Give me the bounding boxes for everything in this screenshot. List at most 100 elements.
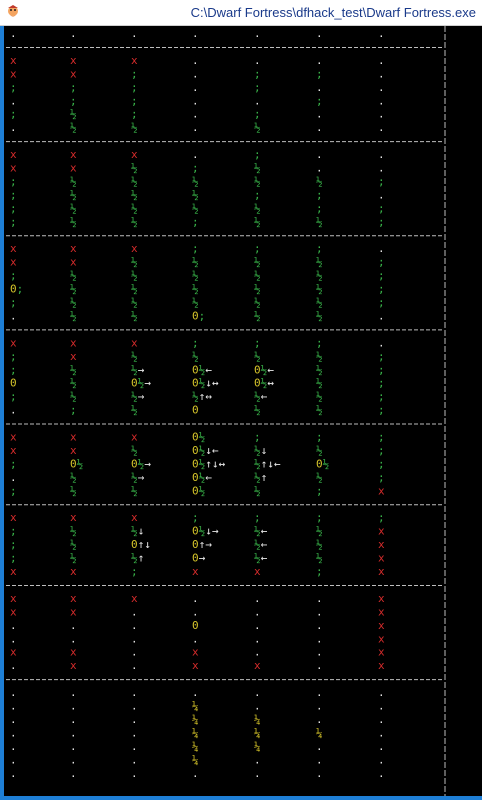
map-tile-glyph: .: [192, 67, 199, 80]
window-left-border: [0, 26, 4, 800]
map-tile-glyph: .: [10, 619, 17, 632]
map-tile-glyph: .: [378, 162, 385, 175]
map-tile-glyph: x: [70, 256, 77, 269]
map-tile-glyph: ;: [131, 81, 138, 94]
map-tile-glyph: ½: [70, 188, 77, 201]
map-tile-glyph: 0↑→: [192, 538, 212, 551]
map-tile-glyph: ½: [316, 269, 323, 282]
map-tile-glyph: ;: [10, 175, 17, 188]
title-bar[interactable]: C:\Dwarf Fortress\dfhack_test\Dwarf Fort…: [0, 0, 482, 26]
map-tile-glyph: 0½→: [131, 377, 151, 390]
map-tile-glyph: x: [70, 350, 77, 363]
map-tile-glyph: ;: [378, 202, 385, 215]
map-tile-glyph: .: [378, 54, 385, 67]
map-tile-glyph: .: [316, 740, 323, 753]
map-tile-glyph: ;: [10, 202, 17, 215]
map-tile-glyph: x: [70, 646, 77, 659]
map-tile-glyph: ;: [378, 175, 385, 188]
map-tile-glyph: .: [316, 700, 323, 713]
map-tile-glyph: ½: [192, 175, 199, 188]
map-tile-glyph: x: [192, 565, 199, 578]
map-tile-glyph: x: [10, 148, 17, 161]
map-tile-glyph: .: [10, 471, 17, 484]
map-tile-glyph: 0: [192, 404, 199, 417]
map-tile-glyph: .: [10, 27, 17, 40]
map-tile-glyph: ½: [254, 175, 261, 188]
map-tile-glyph: ;: [10, 269, 17, 282]
map-tile-glyph: x: [10, 256, 17, 269]
map-tile-glyph: 0: [192, 619, 199, 632]
map-tile-glyph: ½↓: [131, 525, 144, 538]
map-tile-glyph: ;: [131, 67, 138, 80]
map-tile-glyph: 0↑↓: [131, 538, 151, 551]
map-tile-glyph: ;: [10, 350, 17, 363]
map-tile-glyph: ½: [131, 309, 138, 322]
map-tile-glyph: x: [10, 646, 17, 659]
map-tile-glyph: ½: [192, 188, 199, 201]
map-tile-glyph: .: [10, 753, 17, 766]
map-tile-glyph: .: [378, 726, 385, 739]
map-tile-glyph: .: [316, 605, 323, 618]
map-tile-glyph: ;: [192, 242, 199, 255]
map-tile-glyph: ;: [254, 242, 261, 255]
map-tile-glyph: ½←: [254, 538, 268, 551]
map-tile-glyph: .: [316, 121, 323, 134]
map-tile-glyph: x: [10, 592, 17, 605]
map-tile-glyph: .: [378, 67, 385, 80]
map-tile-glyph: x: [70, 565, 77, 578]
map-tile-glyph: ½: [316, 256, 323, 269]
map-tile-glyph: ;: [378, 350, 385, 363]
map-tile-glyph: ;: [378, 296, 385, 309]
map-tile-glyph: .: [131, 632, 138, 645]
map-tile-glyph: x: [70, 67, 77, 80]
map-tile-glyph: ;: [10, 525, 17, 538]
game-console-viewport[interactable]: ....... x x x.... x x;.;;.;;;.;...;;..;.; ½;.;…: [4, 26, 482, 796]
map-tile-glyph: ;: [131, 565, 138, 578]
map-tile-glyph: x: [10, 605, 17, 618]
map-tile-glyph: .: [316, 108, 323, 121]
map-tile-glyph: .: [70, 632, 77, 645]
map-tile-glyph: x: [131, 511, 138, 524]
map-tile-glyph: .: [378, 753, 385, 766]
map-tile-glyph: ½: [316, 296, 323, 309]
map-tile-glyph: x: [378, 525, 385, 538]
map-tile-glyph: ;: [192, 215, 199, 228]
map-tile-glyph: ;: [378, 511, 385, 524]
map-tile-glyph: .: [378, 700, 385, 713]
map-tile-glyph: ;: [10, 538, 17, 551]
map-tile-glyph: ¼: [254, 713, 261, 726]
map-tile-glyph: x: [10, 242, 17, 255]
map-tile-glyph: 0½: [192, 431, 205, 444]
map-tile-glyph: ;: [378, 457, 385, 470]
map-tile-glyph: ;: [254, 431, 261, 444]
map-tile-glyph: ½: [131, 188, 138, 201]
map-tile-glyph: .: [378, 148, 385, 161]
map-tile-glyph: ½: [70, 202, 77, 215]
map-tile-glyph: .: [10, 726, 17, 739]
map-tile-glyph: x: [70, 444, 77, 457]
map-tile-glyph: ;: [10, 108, 17, 121]
map-tile-glyph: 0½↔: [254, 377, 274, 390]
map-tile-glyph: ½: [192, 350, 199, 363]
map-tile-glyph: .: [192, 108, 199, 121]
map-tile-glyph: ½: [316, 404, 323, 417]
map-tile-glyph: ;: [378, 283, 385, 296]
map-tile-glyph: .: [378, 242, 385, 255]
map-tile-glyph: ;: [378, 215, 385, 228]
map-tile-glyph: .: [192, 148, 199, 161]
map-tile-glyph: x: [10, 54, 17, 67]
map-tile-glyph: .: [10, 767, 17, 780]
map-tile-glyph: ½: [254, 309, 261, 322]
map-tile-glyph: ;: [378, 390, 385, 403]
map-tile-glyph: ½: [131, 202, 138, 215]
map-tile-glyph: .: [10, 632, 17, 645]
map-tile-glyph: .: [10, 404, 17, 417]
map-tile-glyph: x: [10, 336, 17, 349]
map-tile-glyph: ;: [254, 188, 261, 201]
map-tile-glyph: ½: [316, 175, 323, 188]
map-tile-glyph: ;: [70, 94, 77, 107]
map-tile-glyph: .: [70, 753, 77, 766]
map-tile-glyph: ½: [254, 162, 261, 175]
map-tile-glyph: ½: [131, 121, 138, 134]
map-tile-glyph: x: [378, 619, 385, 632]
